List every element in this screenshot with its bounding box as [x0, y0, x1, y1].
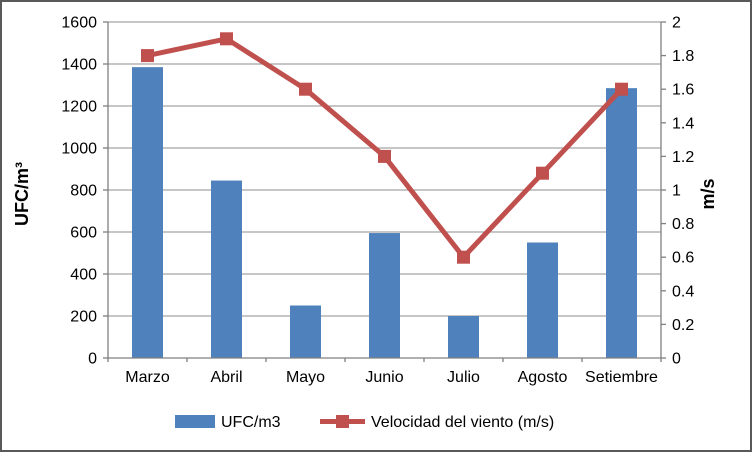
y-left-tick-label: 0 [88, 351, 97, 368]
y-right-tick-label: 1 [672, 183, 681, 200]
bar-setiembre [606, 88, 637, 359]
legend-label-ufc: UFC/m3 [221, 414, 281, 431]
y-left-tick-label: 800 [70, 183, 97, 200]
bar-agosto [527, 242, 558, 358]
y-right-tick-label: 0.8 [672, 216, 694, 233]
y-right-tick-label: 1.6 [672, 82, 694, 99]
plot-area: 0 200 400 600 800 1000 1200 1400 1600 0 0.2 0.4 0.6 0… [61, 15, 694, 387]
y-right-tick-label: 0 [672, 351, 681, 368]
x-axis-label: Junio [365, 369, 403, 386]
bar-marzo [132, 67, 163, 359]
wind-marker-marzo [141, 49, 154, 63]
x-axis-label: Abril [210, 369, 242, 386]
y-right-tick-label: 0.6 [672, 250, 694, 267]
wind-marker-abril [220, 32, 233, 46]
x-axis-label: Setiembre [585, 369, 658, 386]
y-left-tick-label: 200 [70, 309, 97, 326]
x-axis-label: Agosto [518, 369, 568, 386]
y-left-tick-label: 1000 [61, 141, 97, 158]
y-right-tick-label: 0.2 [672, 317, 694, 334]
bar-mayo [290, 305, 321, 358]
legend-label-wind: Velocidad del viento (m/s) [371, 414, 554, 431]
y-left-tick-label: 1600 [61, 15, 97, 32]
x-axis-label: Marzo [125, 369, 170, 386]
x-axis-label: Mayo [286, 369, 325, 386]
wind-marker-junio [378, 149, 391, 163]
y-right-tick-label: 1.4 [672, 115, 694, 132]
y-left-tick-label: 1200 [61, 99, 97, 116]
y-left-tick-label: 600 [70, 225, 97, 242]
y-right-tick-label: 1.2 [672, 149, 694, 166]
legend-swatch-ufc [175, 415, 215, 428]
y-right-tick-label: 2 [672, 15, 681, 32]
wind-marker-julio [457, 250, 470, 264]
wind-marker-mayo [299, 82, 312, 96]
y-right-axis-title: m/s [698, 178, 718, 209]
y-left-tick-label: 1400 [61, 57, 97, 74]
y-right-tick-label: 1.8 [672, 48, 694, 65]
legend-marker-wind-icon [336, 415, 349, 428]
y-left-tick-label: 400 [70, 267, 97, 284]
wind-marker-setiembre [615, 82, 628, 96]
bar-abril [211, 180, 242, 358]
y-left-axis-title: UFC/m³ [12, 162, 32, 226]
y-right-tick-label: 0.4 [672, 283, 694, 300]
legend: UFC/m3 Velocidad del viento (m/s) [175, 414, 554, 431]
x-axis-label: Julio [447, 369, 480, 386]
bar-junio [369, 233, 400, 358]
wind-marker-agosto [536, 166, 549, 180]
bar-julio [448, 316, 479, 358]
